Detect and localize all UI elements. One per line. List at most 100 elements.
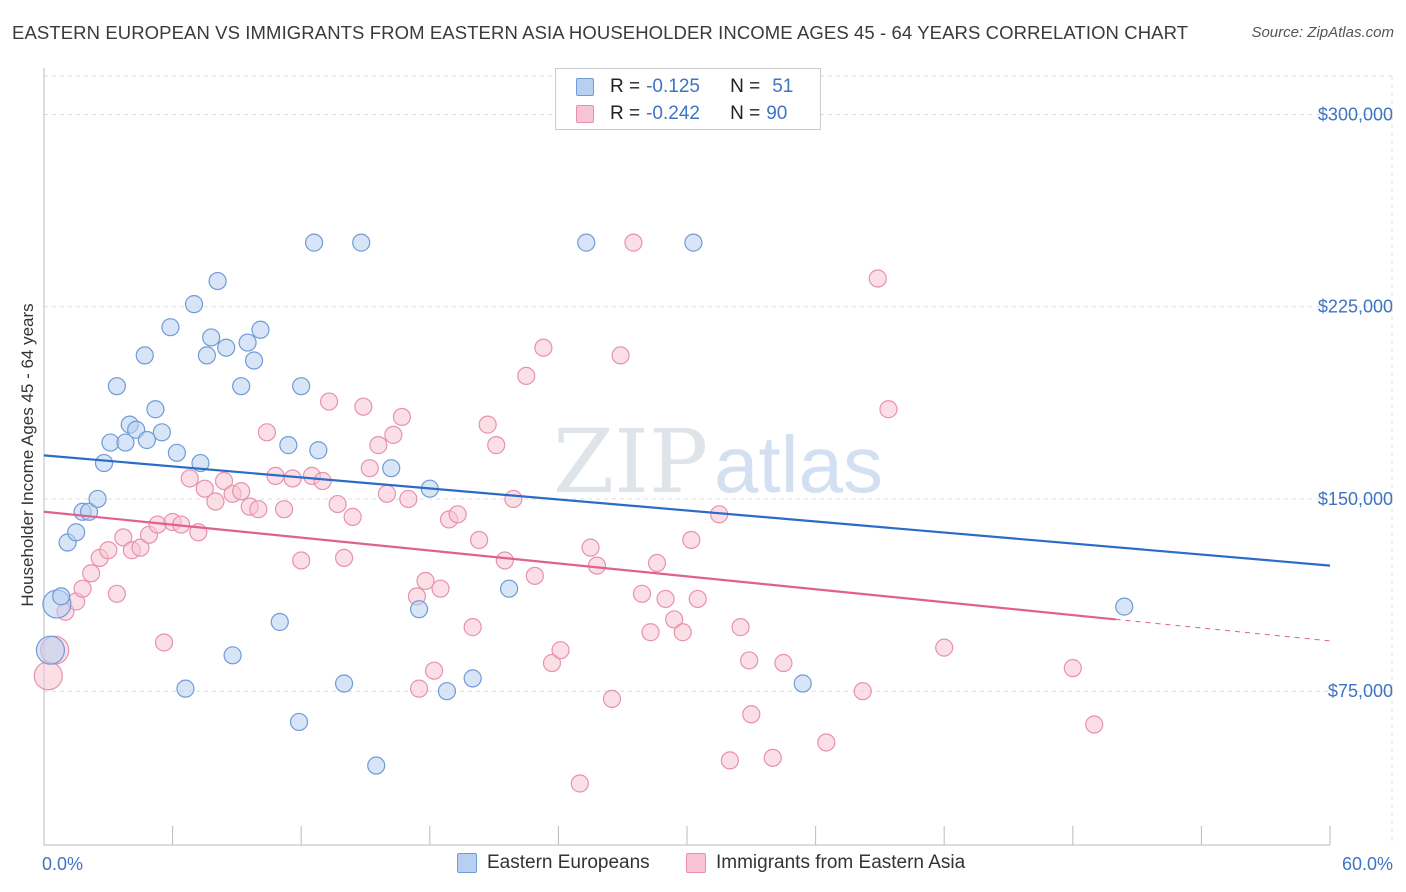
data-point bbox=[431, 579, 450, 598]
watermark: ZIP atlas bbox=[553, 410, 883, 513]
data-point bbox=[632, 584, 652, 603]
data-point bbox=[283, 469, 302, 488]
x-tick-labels: 0.0% 60.0% bbox=[42, 854, 1393, 874]
data-point bbox=[202, 328, 221, 347]
data-point bbox=[399, 489, 418, 509]
data-point bbox=[551, 641, 570, 660]
data-point bbox=[270, 612, 289, 632]
bottom-legend-swatch-pink bbox=[686, 853, 706, 873]
data-point bbox=[257, 423, 277, 442]
data-point bbox=[1063, 659, 1082, 678]
data-point bbox=[67, 523, 86, 542]
data-point bbox=[641, 623, 660, 642]
data-point bbox=[577, 233, 596, 252]
legend-row-pink: R = -0.242 N = 90 bbox=[576, 102, 787, 126]
data-point bbox=[167, 443, 186, 462]
data-point bbox=[463, 669, 482, 688]
legend-swatch-blue bbox=[576, 78, 594, 96]
data-point bbox=[409, 679, 429, 698]
data-point bbox=[504, 489, 523, 509]
legend-r-label: R = bbox=[610, 76, 641, 97]
trend-line-immigrants-eastern-asia bbox=[43, 510, 1116, 621]
data-point bbox=[495, 551, 514, 570]
y-tick-label: $225,000 bbox=[1318, 297, 1393, 317]
data-point bbox=[232, 377, 251, 396]
data-point bbox=[360, 459, 379, 478]
data-point bbox=[416, 571, 435, 591]
legend-n-value: 51 bbox=[772, 76, 794, 97]
legend-n-value: 90 bbox=[766, 103, 788, 124]
data-point bbox=[763, 748, 782, 767]
data-point bbox=[35, 635, 66, 665]
data-point bbox=[384, 425, 403, 444]
data-point bbox=[1085, 715, 1104, 734]
data-point bbox=[88, 489, 107, 509]
data-point bbox=[367, 756, 386, 775]
x-tick-label-max: 60.0% bbox=[1342, 854, 1393, 874]
data-point bbox=[334, 548, 354, 568]
data-point bbox=[611, 346, 630, 365]
data-point bbox=[500, 579, 519, 598]
legend-n-label: N = bbox=[730, 103, 761, 124]
legend-n-label: N = bbox=[730, 76, 761, 97]
axes bbox=[43, 68, 1331, 846]
data-point bbox=[195, 479, 214, 498]
data-point bbox=[377, 484, 397, 503]
bottom-legend-eastern-europeans: Eastern Europeans bbox=[457, 852, 650, 874]
data-point bbox=[217, 338, 236, 357]
data-point bbox=[602, 689, 622, 708]
data-point bbox=[682, 530, 701, 550]
data-point bbox=[114, 528, 133, 547]
data-point bbox=[304, 233, 324, 252]
data-point bbox=[82, 564, 101, 583]
watermark-zip: ZIP bbox=[553, 410, 708, 513]
y-axis-label: Householder Income Ages 45 - 64 years bbox=[18, 303, 37, 606]
data-point bbox=[279, 436, 298, 455]
legend-r-value: -0.242 bbox=[646, 103, 700, 124]
data-point bbox=[249, 500, 268, 519]
data-point bbox=[369, 436, 388, 455]
data-point bbox=[319, 392, 339, 411]
data-point bbox=[107, 584, 126, 603]
bottom-legend-swatch-blue bbox=[457, 853, 477, 873]
data-point bbox=[137, 430, 156, 450]
data-point bbox=[793, 674, 812, 693]
data-point bbox=[684, 233, 703, 252]
data-point bbox=[673, 623, 692, 642]
data-point bbox=[624, 233, 643, 252]
data-point bbox=[352, 233, 371, 252]
legend-r-label: R = bbox=[610, 103, 641, 124]
data-point bbox=[184, 295, 204, 314]
data-point bbox=[774, 653, 793, 673]
chart-title: EASTERN EUROPEAN VS IMMIGRANTS FROM EAST… bbox=[12, 22, 1189, 43]
data-point bbox=[99, 541, 118, 560]
legend-row-blue: R = -0.125 N = 51 bbox=[576, 75, 793, 99]
bottom-legend-immigrants-eastern-asia: Immigrants from Eastern Asia bbox=[686, 852, 965, 874]
x-tick-label-min: 0.0% bbox=[42, 854, 83, 874]
watermark-atlas: atlas bbox=[714, 420, 883, 509]
data-point bbox=[135, 346, 154, 365]
data-point bbox=[437, 682, 457, 701]
series-immigrants-eastern-asia bbox=[33, 233, 1104, 793]
data-point bbox=[73, 579, 92, 598]
data-point bbox=[742, 705, 761, 724]
data-point bbox=[868, 269, 887, 288]
data-point bbox=[244, 351, 264, 370]
data-point bbox=[731, 618, 750, 637]
data-point bbox=[935, 638, 954, 657]
data-point bbox=[463, 618, 482, 637]
data-point bbox=[152, 423, 171, 442]
data-point bbox=[587, 556, 607, 575]
data-point bbox=[94, 453, 114, 473]
data-point bbox=[52, 587, 71, 606]
data-point bbox=[180, 469, 199, 488]
data-point bbox=[176, 679, 195, 698]
data-point bbox=[116, 433, 135, 452]
data-point bbox=[487, 436, 506, 455]
data-point bbox=[33, 661, 63, 691]
data-point bbox=[720, 751, 739, 770]
data-point bbox=[191, 453, 210, 473]
data-point bbox=[382, 459, 401, 478]
data-point bbox=[448, 505, 467, 524]
